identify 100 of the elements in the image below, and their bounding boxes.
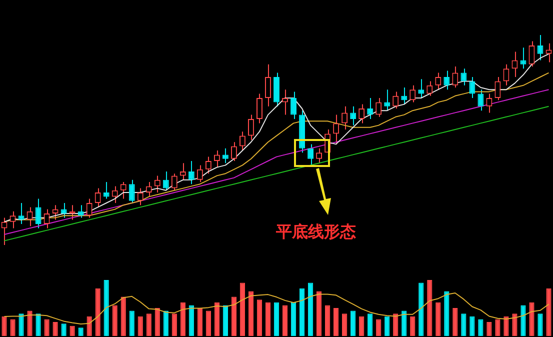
bar bbox=[86, 316, 92, 336]
candlestick bbox=[256, 93, 262, 124]
candlestick bbox=[222, 148, 228, 164]
bar bbox=[36, 314, 41, 336]
candlestick bbox=[384, 89, 390, 112]
candlestick bbox=[460, 68, 467, 86]
bar bbox=[299, 288, 305, 336]
bar bbox=[334, 308, 339, 336]
candlestick bbox=[546, 42, 552, 63]
candlestick bbox=[410, 84, 416, 103]
bar bbox=[10, 319, 16, 336]
bar bbox=[384, 316, 390, 336]
bar bbox=[240, 282, 246, 336]
candlestick bbox=[196, 164, 203, 182]
bar bbox=[290, 302, 296, 336]
candlestick bbox=[18, 202, 24, 224]
bar bbox=[265, 302, 271, 336]
bar bbox=[188, 305, 194, 336]
bar bbox=[129, 310, 134, 336]
bar bbox=[180, 302, 186, 336]
candlestick bbox=[418, 78, 424, 98]
candlestick bbox=[112, 186, 118, 204]
bar bbox=[512, 314, 518, 336]
bar bbox=[18, 314, 24, 336]
candlestick bbox=[376, 98, 382, 118]
candlestick bbox=[520, 47, 526, 70]
candlestick bbox=[248, 114, 254, 140]
bar bbox=[274, 302, 280, 336]
candlestick bbox=[78, 204, 84, 218]
bar bbox=[427, 280, 432, 336]
bar bbox=[359, 316, 364, 336]
candlestick bbox=[401, 87, 408, 105]
bar bbox=[197, 308, 202, 336]
bar bbox=[368, 314, 373, 336]
bar bbox=[436, 302, 441, 336]
bar bbox=[2, 316, 7, 336]
bar bbox=[410, 316, 416, 336]
bar bbox=[282, 305, 288, 336]
candlestick bbox=[86, 198, 92, 218]
candlestick bbox=[494, 76, 501, 101]
bar bbox=[146, 314, 152, 336]
candlestick bbox=[188, 160, 194, 185]
candlestick bbox=[367, 98, 374, 120]
candlestick bbox=[512, 51, 518, 78]
candlestick bbox=[444, 70, 450, 90]
candlestick bbox=[392, 91, 399, 109]
candlestick bbox=[162, 171, 169, 191]
bar bbox=[70, 326, 75, 336]
bar bbox=[95, 288, 100, 336]
candlestick bbox=[146, 182, 152, 198]
bar bbox=[206, 310, 211, 336]
candlestick bbox=[342, 106, 348, 130]
candlestick bbox=[60, 202, 67, 218]
bar bbox=[486, 322, 492, 336]
candlestick bbox=[290, 91, 296, 120]
bar bbox=[120, 296, 126, 336]
bar bbox=[470, 316, 475, 336]
candlestick bbox=[282, 89, 288, 116]
candlestick bbox=[274, 72, 280, 107]
candlestick bbox=[10, 210, 16, 229]
bar bbox=[44, 319, 50, 336]
bar bbox=[444, 291, 450, 336]
bar bbox=[52, 322, 58, 336]
bar bbox=[393, 314, 398, 336]
annotation: 平底线形态 bbox=[276, 222, 356, 243]
candlestick bbox=[52, 204, 58, 220]
bar bbox=[231, 296, 237, 336]
bar bbox=[308, 282, 314, 336]
bar bbox=[138, 316, 143, 336]
bar bbox=[402, 310, 407, 336]
bar bbox=[316, 291, 322, 336]
candlestick bbox=[537, 34, 544, 61]
bar bbox=[248, 291, 254, 336]
bar bbox=[452, 308, 458, 336]
bar bbox=[504, 316, 509, 336]
bar bbox=[154, 308, 160, 336]
bar bbox=[61, 324, 66, 336]
bar bbox=[342, 314, 348, 336]
bar bbox=[418, 282, 424, 336]
candlestick bbox=[35, 198, 42, 229]
candlestick bbox=[26, 206, 33, 227]
bar bbox=[104, 280, 109, 336]
bar bbox=[256, 300, 262, 336]
bar bbox=[478, 319, 484, 336]
bar bbox=[163, 310, 168, 336]
candlestick bbox=[333, 114, 340, 145]
candlestick bbox=[452, 66, 458, 88]
bar bbox=[172, 314, 177, 336]
bar bbox=[546, 288, 552, 336]
candlestick bbox=[358, 104, 365, 124]
bar bbox=[27, 310, 32, 336]
candlestick bbox=[180, 162, 186, 180]
candlestick bbox=[230, 142, 237, 162]
bar bbox=[376, 319, 382, 336]
bar bbox=[324, 305, 330, 336]
bar bbox=[538, 314, 543, 336]
bar bbox=[214, 302, 220, 336]
bar bbox=[529, 302, 534, 336]
bar bbox=[461, 314, 466, 336]
candlestick bbox=[239, 131, 246, 151]
